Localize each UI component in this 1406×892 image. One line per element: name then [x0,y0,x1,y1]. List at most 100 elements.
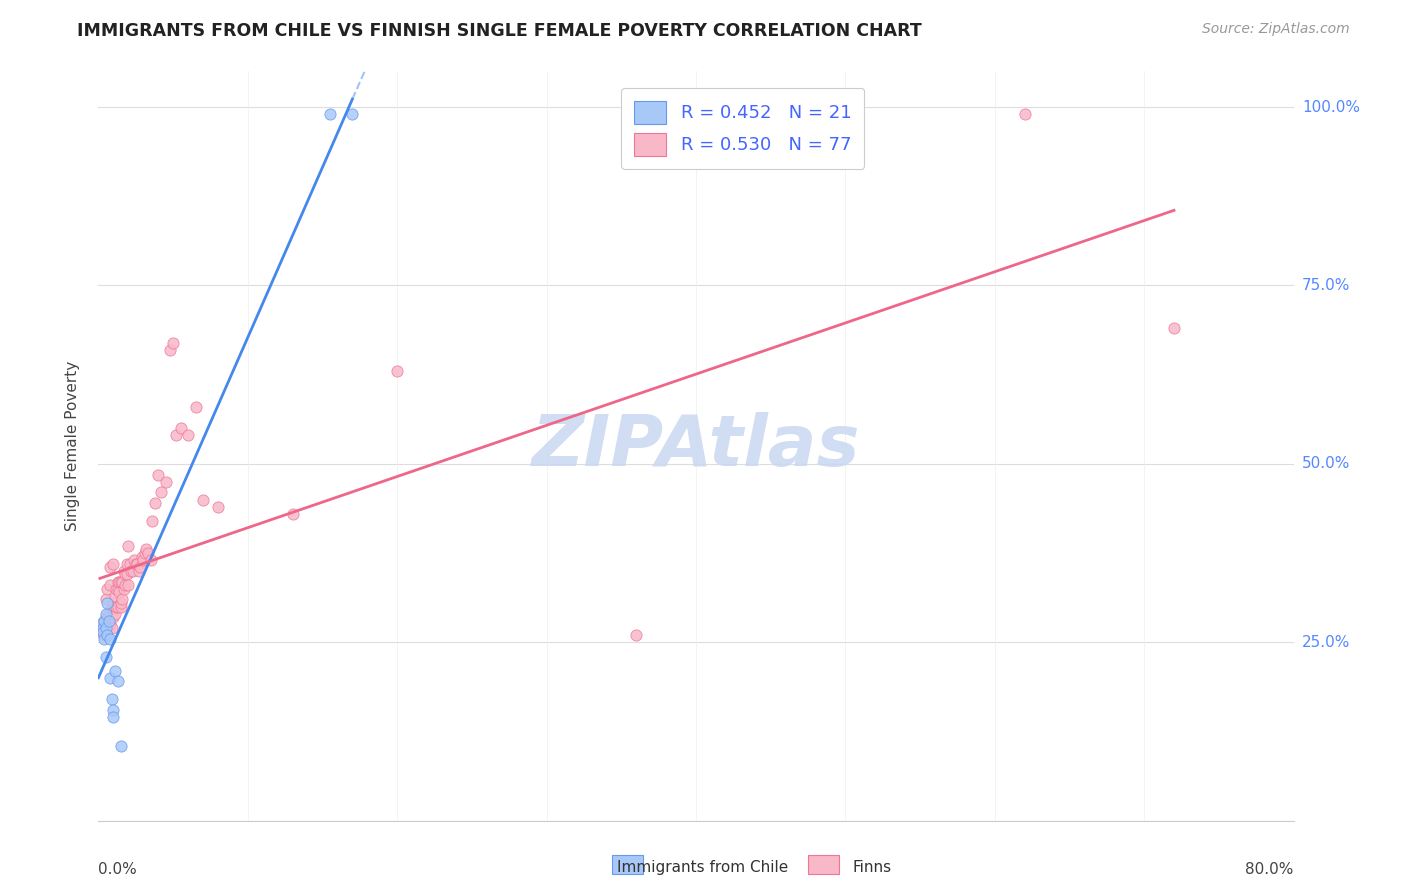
Point [342,107,364,121]
Point [98,560,122,574]
Point [165,428,187,442]
Point [129,560,152,574]
Point [281,507,304,521]
Point [94,649,117,664]
Point [105,599,128,614]
Point [108,585,131,599]
Point [93,632,115,646]
Point [207,500,229,514]
Point [103,703,125,717]
Point [96,628,118,642]
Point [91,617,114,632]
Text: Finns: Finns [852,860,891,874]
Point [155,475,177,489]
Point [105,582,128,596]
Point [118,557,141,571]
Text: 25.0%: 25.0% [1302,635,1350,649]
Point [104,664,127,678]
Point [98,578,122,592]
Point [162,335,184,350]
Point [98,671,122,685]
Point [127,557,149,571]
Point [107,582,129,596]
Point [177,428,200,442]
Point [136,546,159,560]
Point [112,582,135,596]
Point [319,107,342,121]
Point [121,564,143,578]
Point [135,542,157,557]
Point [94,624,117,639]
Point [107,674,129,689]
Text: 80.0%: 80.0% [1246,862,1294,877]
Point [91,621,114,635]
Point [94,621,117,635]
Point [90,624,112,639]
Point [97,607,120,621]
Point [90,621,112,635]
Text: IMMIGRANTS FROM CHILE VS FINNISH SINGLE FEMALE POVERTY CORRELATION CHART: IMMIGRANTS FROM CHILE VS FINNISH SINGLE … [77,22,922,40]
Point [141,514,163,528]
Point [1014,107,1036,121]
Point [110,596,132,610]
Point [111,592,134,607]
Point [101,692,124,706]
Point [97,617,120,632]
Point [626,628,648,642]
Point [97,614,120,628]
Point [89,621,111,635]
Legend: R = 0.452   N = 21, R = 0.530   N = 77: R = 0.452 N = 21, R = 0.530 N = 77 [621,88,865,169]
Point [110,739,132,753]
Point [114,578,136,592]
Text: 50.0%: 50.0% [1302,457,1350,471]
Point [94,592,117,607]
Point [139,553,162,567]
Point [169,421,191,435]
Point [114,567,136,582]
Point [107,574,129,589]
Point [131,549,153,564]
Y-axis label: Single Female Poverty: Single Female Poverty [65,361,80,531]
Point [150,485,173,500]
Point [148,467,170,482]
Point [159,343,181,357]
Point [110,599,132,614]
Text: 0.0%: 0.0% [98,862,138,877]
Text: Immigrants from Chile: Immigrants from Chile [617,860,789,874]
Point [132,553,155,567]
Point [93,614,115,628]
Point [110,574,132,589]
Point [134,546,156,560]
Point [117,539,139,553]
Point [104,607,127,621]
Point [184,400,207,414]
Point [98,617,122,632]
Point [91,624,114,639]
Point [124,553,146,567]
FancyBboxPatch shape [612,855,643,874]
Point [103,710,125,724]
Text: 75.0%: 75.0% [1302,278,1350,293]
Point [191,492,214,507]
Point [94,607,117,621]
Point [115,567,138,582]
Point [104,589,127,603]
Point [103,596,125,610]
Point [112,564,135,578]
Point [385,364,409,378]
FancyBboxPatch shape [808,855,839,874]
Point [97,621,120,635]
Text: 100.0%: 100.0% [1302,100,1360,114]
Point [91,624,114,639]
Point [93,628,115,642]
Point [101,599,124,614]
Point [96,621,118,635]
Point [101,621,124,635]
Point [108,574,131,589]
Point [128,564,150,578]
Point [120,564,142,578]
Point [98,632,122,646]
Point [96,596,118,610]
Point [143,496,166,510]
Point [103,610,125,624]
